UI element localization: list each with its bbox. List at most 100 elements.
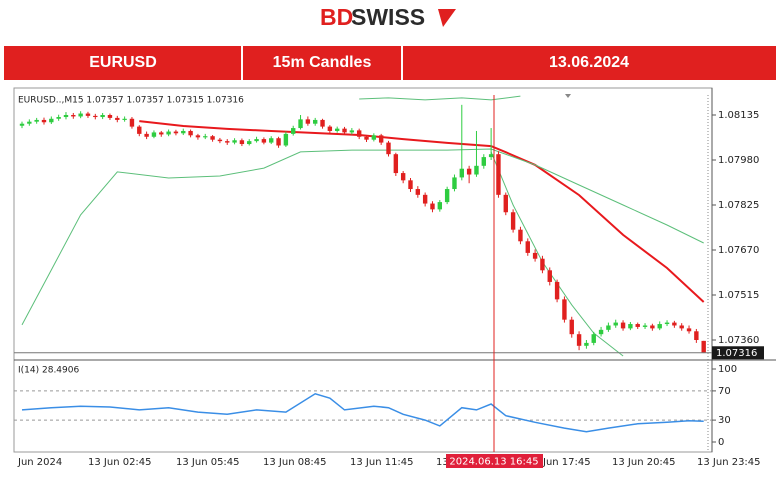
x-tick-label: 13 Jun 20:45 (612, 457, 676, 468)
y-tick-label: 70 (718, 386, 731, 397)
candle-body (452, 177, 457, 190)
candle-body (166, 131, 171, 135)
candle-body (203, 136, 208, 138)
candle-body (100, 115, 105, 118)
candle-body (591, 334, 596, 343)
x-tick-label: 13 Jun 08:45 (263, 457, 327, 468)
candle-body (78, 113, 83, 117)
candle-body (386, 142, 391, 155)
candle-body (19, 123, 25, 126)
indicator-line (21, 392, 704, 433)
candle-body (408, 180, 413, 190)
symbol: EURUSD (89, 54, 157, 71)
candle-body (239, 140, 245, 145)
shift-triangle (565, 94, 571, 98)
candle-body (466, 168, 472, 175)
candle-body (664, 322, 670, 325)
candle-body (232, 140, 237, 143)
y-tick-label: 1.07515 (718, 290, 759, 301)
candle-body (261, 139, 267, 143)
candle-body (518, 229, 523, 242)
candle-body (63, 115, 69, 118)
candle-body (291, 128, 296, 134)
candle-body (371, 135, 377, 140)
candle-body (71, 115, 76, 117)
candle-body (173, 131, 179, 134)
x-tick-label: Jun 17:45 (542, 457, 591, 468)
candle-body (628, 324, 633, 329)
candle-body (129, 118, 135, 127)
y-tick-label: 1.07360 (718, 335, 759, 346)
candle-body (613, 322, 618, 326)
price-label: 1.07316 (716, 348, 757, 359)
x-tick-label: 13 Jun 05:45 (176, 457, 240, 468)
candle-body (444, 189, 450, 203)
candle-body (635, 324, 640, 327)
x-tick-label: 13 Jun 11:45 (350, 457, 414, 468)
indicator-title: I(14) 28.4906 (18, 366, 79, 376)
y-tick-label: 1.08135 (718, 110, 759, 121)
candle-body (481, 157, 486, 166)
candle-body (342, 128, 347, 133)
candle-body (554, 281, 560, 300)
candle-body (393, 154, 399, 174)
candle-body (569, 319, 574, 335)
candle-body (225, 141, 230, 143)
candle-body (356, 130, 362, 137)
candle-body (254, 139, 259, 142)
candle-body (415, 189, 421, 195)
y-tick-label: 0 (718, 437, 724, 448)
candle-body (562, 299, 567, 320)
candle-body (27, 121, 32, 124)
y-tick-label: 100 (718, 364, 737, 375)
logo-bd: BD (320, 4, 353, 30)
indicator-line (139, 120, 705, 303)
candle-body (459, 168, 464, 178)
candle-body (364, 136, 369, 140)
plot-frame (13, 87, 713, 453)
candle-body (400, 173, 406, 181)
indicator-line (359, 95, 521, 101)
candle-body (606, 325, 611, 330)
indicator-line (490, 151, 624, 357)
candle-body (41, 119, 47, 123)
candle-body (34, 119, 39, 122)
candle-body (137, 126, 142, 134)
candle-body (151, 132, 157, 137)
candle-body (327, 126, 333, 131)
candle-body (144, 133, 149, 137)
candle-body (437, 202, 443, 210)
candle-body (532, 252, 538, 259)
candle-body (247, 141, 252, 145)
candle-body (349, 130, 355, 133)
candle-body (181, 130, 186, 134)
candle-body (694, 331, 699, 340)
crosshair-label-box (446, 454, 543, 468)
candle-body (269, 138, 274, 143)
logo-swiss: SWISS (351, 4, 425, 30)
candle-body (56, 117, 61, 119)
candle-body (378, 135, 384, 143)
candle-body (540, 258, 545, 271)
candle-body (122, 118, 127, 120)
candle-body (525, 241, 530, 253)
x-tick-label: 13 (436, 457, 449, 468)
timeframe: 15m Candles (273, 54, 372, 71)
candle-body (510, 212, 516, 230)
candle-body (657, 324, 662, 329)
candle-body (188, 130, 193, 136)
candle-body (547, 270, 552, 282)
chart-title: EURUSD..,M15 1.07357 1.07357 1.07315 1.0… (18, 96, 244, 106)
indicator-line (21, 148, 704, 326)
candle-body (93, 115, 98, 118)
candle-body (159, 132, 164, 135)
candle-body (305, 119, 311, 124)
candle-body (576, 334, 582, 346)
candle-body (320, 119, 325, 127)
candle-body (85, 113, 91, 116)
candle-body (620, 322, 626, 329)
candle-body (313, 119, 318, 124)
candle-body (503, 194, 508, 213)
y-tick-label: 1.07670 (718, 245, 759, 256)
